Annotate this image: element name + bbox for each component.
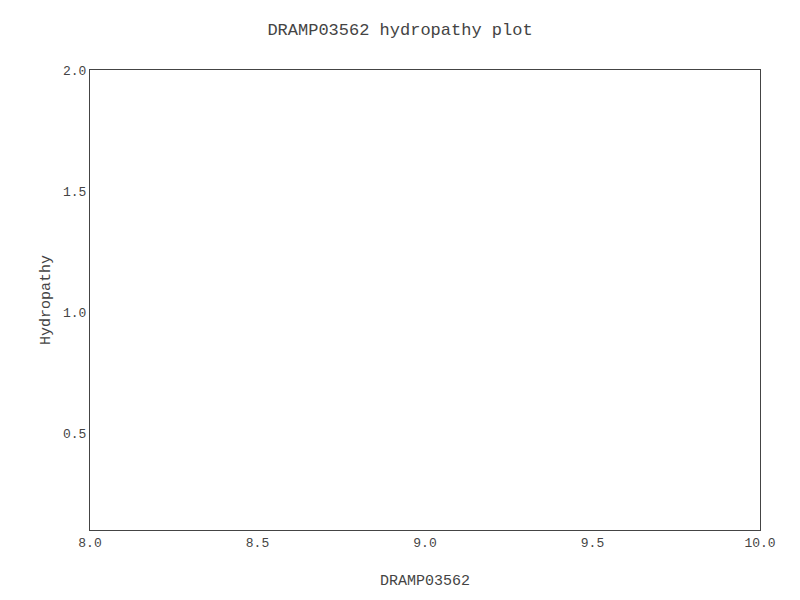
svg-text:8.5: 8.5	[246, 536, 269, 551]
svg-text:DRAMP03562: DRAMP03562	[380, 573, 470, 590]
svg-text:9.5: 9.5	[581, 536, 604, 551]
svg-text:Hydropathy: Hydropathy	[38, 255, 55, 345]
svg-text:10.0: 10.0	[744, 536, 775, 551]
svg-text:2.0: 2.0	[63, 64, 86, 79]
svg-text:1.0: 1.0	[63, 306, 86, 321]
svg-text:8.0: 8.0	[78, 536, 101, 551]
svg-text:9.0: 9.0	[413, 536, 436, 551]
svg-text:DRAMP03562 hydropathy plot: DRAMP03562 hydropathy plot	[267, 21, 532, 40]
svg-text:1.5: 1.5	[63, 185, 86, 200]
svg-text:0.5: 0.5	[63, 427, 86, 442]
